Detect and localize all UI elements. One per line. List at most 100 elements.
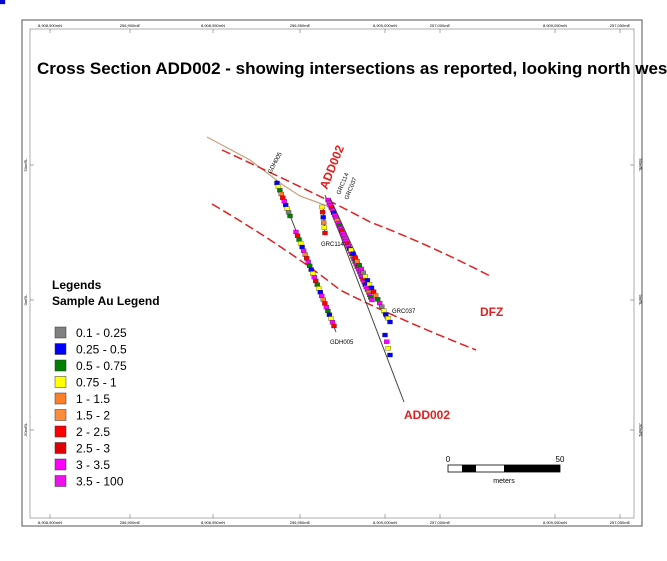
sample (303, 256, 310, 261)
frame-label: 256,900mE (120, 520, 141, 525)
frame-label: 257,050mE (610, 23, 631, 28)
sample (364, 278, 371, 283)
outer-frame (21, 19, 643, 527)
sample (321, 225, 328, 230)
sample (310, 271, 316, 276)
sample (320, 215, 326, 220)
sample (385, 316, 391, 321)
sample (329, 320, 336, 325)
sample (387, 352, 393, 358)
sample (317, 290, 323, 295)
frame-label: 257,000mE (430, 520, 451, 525)
hole-label: ADD002 (404, 408, 450, 422)
frame-label: 50mRL (638, 159, 643, 173)
frame-label: 8,908,950mN (201, 520, 225, 525)
sample (285, 210, 292, 215)
scale-bar (504, 465, 560, 472)
frame-label: 257,050mE (610, 520, 631, 525)
sample (283, 202, 289, 208)
sample (280, 195, 286, 200)
samples (0, 0, 393, 358)
frame-label: 256,950mE (290, 520, 311, 525)
frame-label: 256,950mE (290, 23, 311, 28)
legend-swatch (54, 326, 67, 339)
sample (375, 297, 381, 302)
sample (366, 281, 373, 287)
hole-label: GRC037 (392, 309, 416, 315)
sample (319, 293, 325, 299)
fault-line (221, 149, 493, 278)
legend-subtitle: Sample Au Legend (52, 294, 160, 308)
sample (275, 184, 282, 189)
sample (326, 312, 333, 317)
legend-swatch (54, 409, 67, 421)
frame-label: 8,909,000mN (373, 520, 397, 525)
legend-label: 3 - 3.5 (76, 458, 110, 472)
hole-label: GRC114 (321, 242, 345, 248)
sample (299, 244, 305, 250)
drill-trace (322, 204, 326, 236)
frame-label: 256,900mE (120, 23, 141, 28)
sample (0, 0, 6, 5)
sample (322, 301, 328, 306)
sample (277, 188, 283, 193)
sample (316, 286, 322, 291)
fault-line (211, 203, 477, 351)
sample (281, 199, 287, 204)
legend-swatch (54, 458, 67, 471)
legend-label: 3.5 - 100 (76, 475, 124, 489)
sample (293, 229, 299, 235)
sample (314, 282, 320, 287)
legend-label: 1 - 1.5 (76, 392, 110, 406)
sample (362, 274, 369, 279)
frame-label: 8,908,950mN (201, 23, 225, 28)
sample (311, 274, 317, 280)
legend-swatch (54, 392, 67, 405)
frame-label: 8,908,900mN (38, 23, 62, 28)
sample (321, 220, 327, 225)
sample (383, 312, 389, 317)
legend-swatch (54, 359, 67, 372)
frame-label: -50mRL (23, 422, 28, 437)
scale-bar (462, 465, 476, 472)
sample (287, 213, 293, 219)
sample (296, 237, 302, 242)
sample (305, 259, 311, 265)
scale-label: 50 (556, 455, 565, 464)
legend-label: 0.1 - 0.25 (76, 326, 127, 340)
legend: 0.1 - 0.25 0.25 - 0.5 0.5 - 0.75 0.75 - 1 1 … (54, 326, 127, 489)
frame-label: 0mRL (638, 295, 643, 306)
sample (370, 289, 377, 294)
sample (331, 323, 337, 329)
frame-label: 8,909,050mN (543, 23, 567, 28)
frame-label: 8,908,900mN (38, 520, 62, 525)
sample (360, 270, 366, 275)
sample (384, 339, 390, 344)
sample (297, 241, 304, 246)
legend-label: 0.25 - 0.5 (76, 343, 127, 357)
legend-label: 0.5 - 0.75 (76, 359, 127, 373)
sample (348, 247, 354, 253)
sample (294, 233, 301, 238)
sample (354, 259, 360, 264)
sample (323, 305, 330, 310)
sample (369, 297, 375, 303)
scale-unit: meters (493, 478, 515, 485)
legend-swatch (54, 425, 67, 438)
topography (206, 136, 331, 208)
sample (328, 316, 334, 321)
inner-frame (29, 28, 635, 519)
scale-label: 0 (446, 455, 451, 464)
legend-title: Legends (52, 278, 102, 292)
sample (387, 319, 393, 325)
sample (356, 263, 362, 268)
sample (379, 304, 385, 309)
sample (372, 293, 379, 298)
legend-label: 0.75 - 1 (76, 376, 117, 390)
sample (381, 308, 387, 313)
frame-label: 50mRL (23, 158, 28, 172)
sample (350, 251, 356, 256)
legend-label: 2 - 2.5 (76, 425, 110, 439)
